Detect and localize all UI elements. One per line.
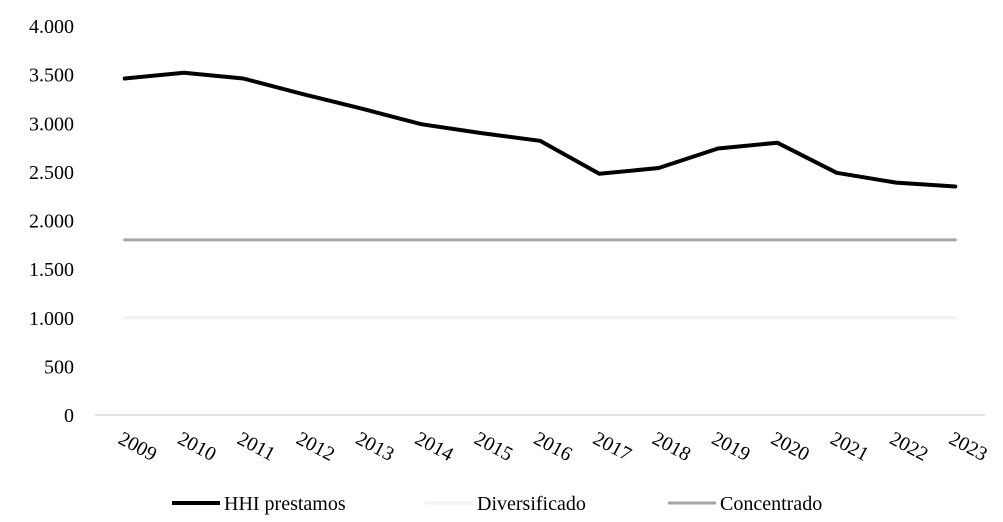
- x-tick-label: 2010: [174, 428, 220, 466]
- y-axis-tick-labels: 0 500 1.000 1.500 2.000 2.500 3.000 3.500 4.000: [29, 16, 74, 427]
- y-tick-label: 500: [44, 356, 74, 378]
- x-tick-label: 2012: [293, 428, 339, 466]
- legend-item-diversificado: Diversificado: [425, 493, 586, 515]
- y-tick-label: 3.500: [29, 65, 74, 87]
- series-layer: [122, 70, 958, 320]
- x-axis-tick-labels: 2009 2010 2011 2012 2013 2014 2015 2016 2017 2018…: [115, 428, 991, 466]
- x-tick-label: 2022: [886, 428, 932, 466]
- x-tick-label: 2020: [767, 428, 813, 466]
- legend-item-concentrado: Concentrado: [668, 493, 822, 515]
- y-tick-label: 2.500: [29, 162, 74, 184]
- x-tick-label: 2018: [649, 428, 695, 466]
- x-tick-label: 2019: [708, 428, 754, 466]
- y-tick-label: 2.000: [29, 211, 74, 233]
- x-tick-label: 2014: [411, 428, 457, 466]
- x-tick-label: 2016: [530, 428, 576, 466]
- x-tick-label: 2017: [589, 428, 635, 466]
- legend-item-hhi-prestamos: HHI prestamos: [172, 493, 346, 515]
- series-line-hhi-prestamos: [122, 70, 958, 189]
- x-tick-label: 2023: [945, 428, 991, 466]
- x-tick-label: 2009: [115, 428, 161, 466]
- y-tick-label: 1.000: [29, 308, 74, 330]
- y-tick-label: 4.000: [29, 16, 74, 38]
- legend-label: HHI prestamos: [224, 493, 346, 515]
- x-tick-label: 2011: [234, 428, 279, 466]
- y-tick-label: 1.500: [29, 259, 74, 281]
- legend-label: Concentrado: [720, 493, 822, 515]
- y-tick-label: 0: [64, 405, 74, 427]
- y-tick-label: 3.000: [29, 113, 74, 135]
- legend-label: Diversificado: [477, 493, 586, 515]
- x-tick-label: 2021: [827, 428, 873, 466]
- legend: HHI prestamos Diversificado Concentrado: [172, 493, 822, 515]
- x-tick-label: 2013: [352, 428, 398, 466]
- x-tick-label: 2015: [471, 428, 517, 466]
